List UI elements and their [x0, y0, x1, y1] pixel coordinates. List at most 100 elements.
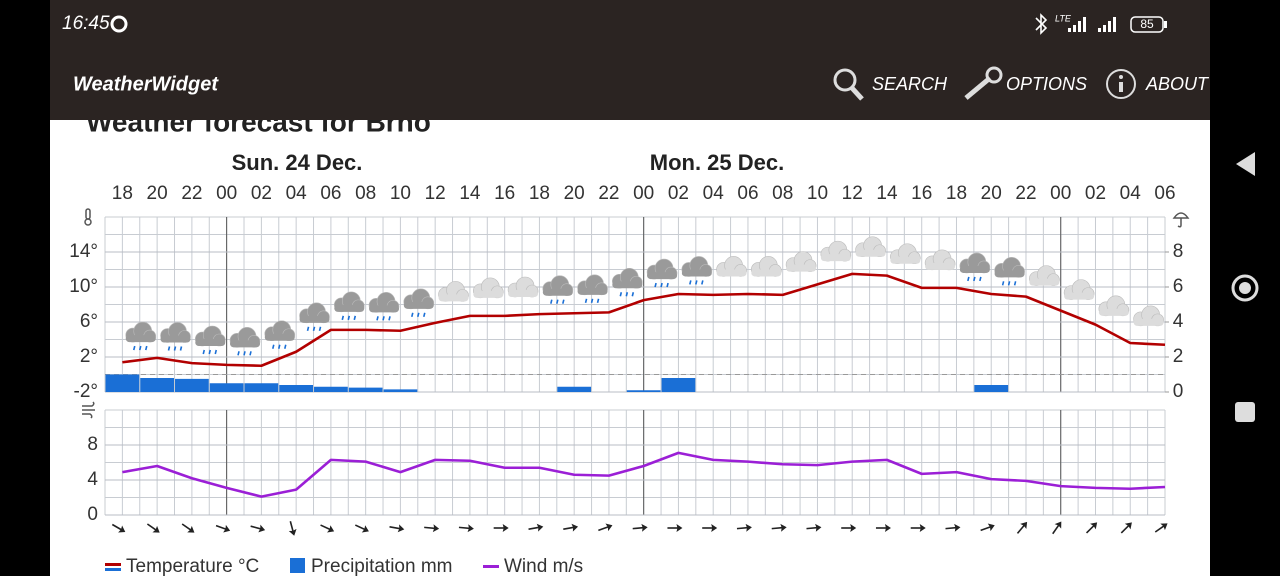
- cloud-base: [855, 249, 886, 257]
- legend-swatch: [483, 565, 499, 568]
- arrow-head: [397, 524, 405, 533]
- arrow-head: [432, 524, 440, 533]
- weather-icon: [646, 258, 678, 288]
- x-tick-label: 08: [772, 183, 793, 204]
- drop: [550, 299, 553, 304]
- x-tick-label: 04: [286, 183, 308, 204]
- cloud-base: [195, 339, 226, 346]
- x-tick-label: 00: [633, 183, 654, 204]
- network-type: LTE: [1055, 13, 1072, 23]
- drop: [654, 282, 657, 288]
- weather-icon: [333, 291, 365, 321]
- weather-icon: [160, 322, 191, 351]
- weather-icon: [890, 243, 921, 265]
- precipitation-bar: [557, 386, 592, 392]
- y-tick-label: 6°: [80, 311, 98, 332]
- thermometer-icon: [84, 208, 92, 226]
- x-tick-label: 00: [216, 183, 237, 204]
- drop: [382, 316, 385, 321]
- x-tick-label: 16: [911, 183, 932, 204]
- cloud-base: [959, 265, 990, 273]
- weather-icon: [125, 321, 157, 351]
- x-tick-label: 06: [320, 183, 341, 204]
- about-button[interactable]: ABOUT: [1106, 69, 1210, 99]
- drop: [237, 351, 240, 356]
- arrow-head: [745, 523, 752, 532]
- nav-recents[interactable]: [1235, 402, 1255, 422]
- precipitation-bar: [279, 385, 314, 392]
- drop: [353, 315, 357, 321]
- drop: [306, 326, 310, 332]
- cloud-base: [473, 290, 504, 298]
- wind-arrow: [1016, 521, 1028, 534]
- drop: [249, 351, 252, 356]
- precipitation-bar: [175, 378, 209, 392]
- weather-icon: [612, 267, 643, 297]
- wind-arrow: [250, 524, 266, 533]
- wind-arrow: [771, 523, 787, 532]
- nav-home[interactable]: [1231, 274, 1259, 302]
- arrow-head: [1054, 521, 1062, 529]
- menu-label[interactable]: OPTIONS: [1006, 74, 1087, 94]
- x-tick-label: 18: [946, 183, 967, 204]
- wind-arrow: [111, 523, 126, 533]
- legend-swatch: [105, 563, 121, 566]
- weather-icon: [716, 256, 747, 277]
- x-tick-label: 04: [703, 183, 725, 204]
- x-tick-label: 10: [807, 183, 828, 204]
- wind-arrow: [1085, 522, 1098, 534]
- drop: [631, 292, 635, 297]
- y-tick-label: 2°: [80, 346, 98, 367]
- menu-label[interactable]: ABOUT: [1145, 74, 1210, 94]
- drop: [1013, 281, 1017, 286]
- x-tick-label: 20: [981, 183, 1002, 204]
- arrow-head: [1124, 522, 1132, 530]
- signal-icons: [1068, 17, 1116, 32]
- x-tick-label: 12: [842, 183, 863, 204]
- x-tick-label: 02: [668, 183, 689, 204]
- drop: [277, 344, 281, 349]
- arrow-head: [605, 523, 613, 532]
- x-tick-label: 20: [564, 183, 585, 204]
- app-title: WeatherWidget: [73, 73, 219, 95]
- y-tick-label: 0: [87, 504, 98, 525]
- y2-tick-label: 0: [1173, 381, 1184, 402]
- x-tick-label: 14: [876, 183, 898, 204]
- y2-tick-label: 2: [1173, 346, 1184, 367]
- arrow-head: [987, 523, 995, 532]
- precipitation-bar: [140, 378, 175, 392]
- nav-home-dot: [1239, 282, 1251, 294]
- drop: [423, 312, 426, 318]
- drop: [590, 298, 594, 304]
- nav-back[interactable]: [1236, 152, 1255, 176]
- menu-label[interactable]: SEARCH: [872, 74, 948, 94]
- wind-arrow: [563, 523, 579, 532]
- search-button[interactable]: SEARCH: [833, 68, 948, 101]
- arrow-head: [502, 524, 509, 532]
- status-time: 16:45: [62, 13, 110, 34]
- top-bar: [50, 0, 1210, 120]
- wind-arrow: [288, 521, 297, 536]
- wind-arrow: [181, 523, 195, 533]
- wind-arrow: [424, 524, 440, 533]
- options-button[interactable]: OPTIONS: [964, 66, 1087, 100]
- cloud-base: [994, 270, 1025, 278]
- precipitation-bar: [244, 383, 279, 392]
- drop: [202, 349, 206, 355]
- drop: [556, 299, 559, 304]
- drop: [967, 276, 970, 282]
- arrow-head: [571, 523, 579, 532]
- weather-icon: [403, 288, 435, 318]
- x-tick-label: 12: [425, 183, 446, 204]
- precipitation-bar: [974, 385, 1009, 392]
- drop: [979, 276, 982, 282]
- cloud-base: [438, 294, 469, 302]
- cloud-base: [820, 254, 851, 262]
- precipitation-bar: [661, 378, 696, 392]
- wind-arrow: [632, 523, 648, 532]
- weather-icon: [194, 325, 226, 355]
- cloud-base: [403, 301, 434, 309]
- cloud-base: [125, 335, 156, 343]
- arrow-head: [361, 525, 369, 533]
- drop: [173, 346, 177, 351]
